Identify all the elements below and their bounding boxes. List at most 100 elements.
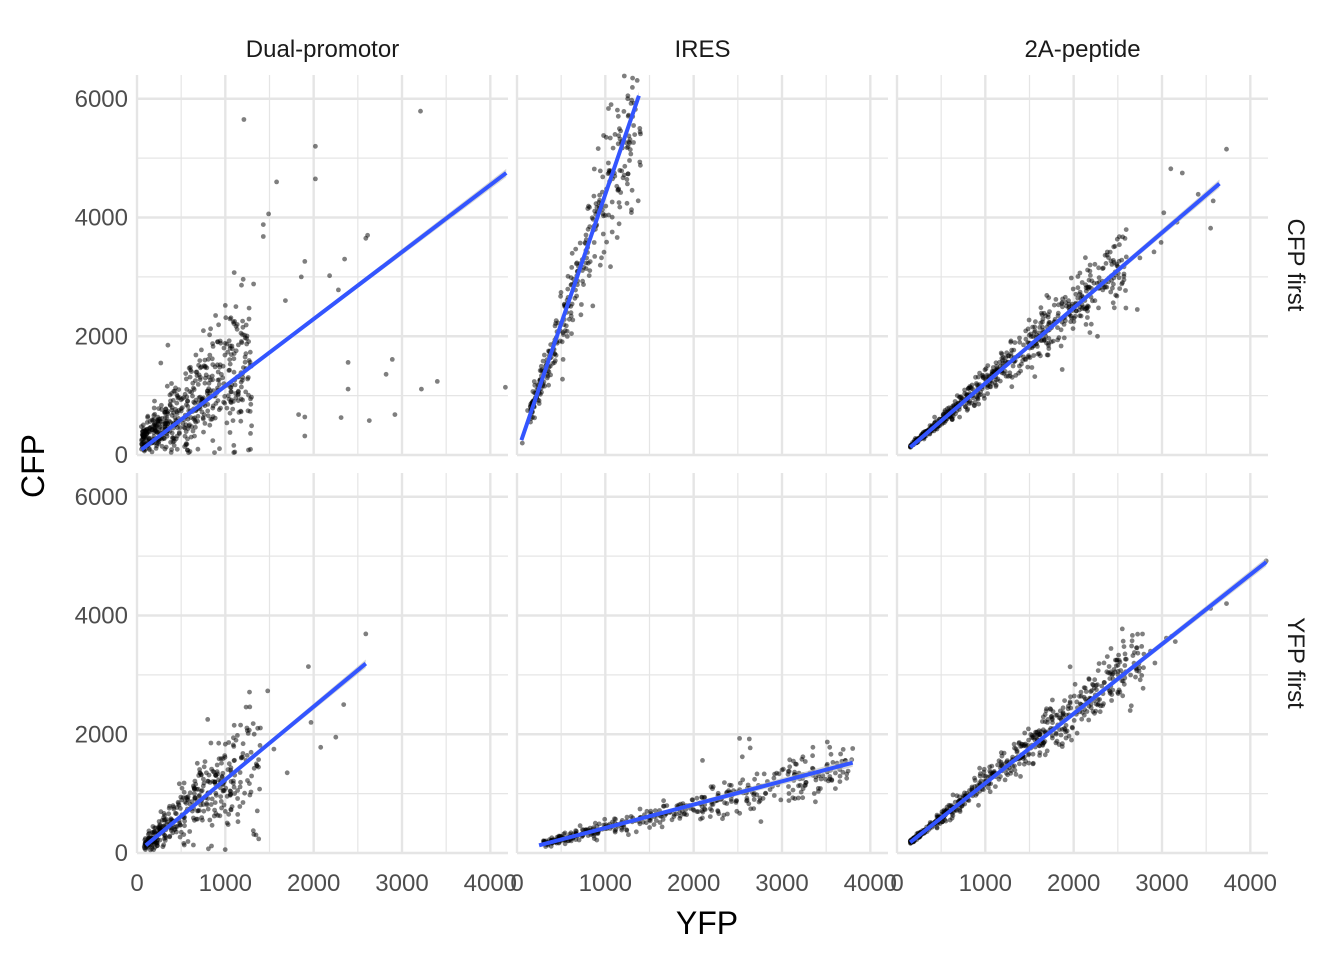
data-point	[1023, 336, 1029, 342]
data-point	[949, 417, 955, 422]
data-point	[1063, 300, 1068, 305]
data-point	[235, 733, 240, 738]
data-point	[302, 259, 308, 264]
data-point	[833, 770, 838, 776]
data-point	[690, 807, 696, 812]
data-point	[837, 773, 843, 779]
data-point	[1115, 662, 1121, 668]
data-point	[197, 793, 202, 798]
data-point	[1123, 227, 1129, 233]
data-point	[227, 361, 233, 367]
data-point	[243, 704, 249, 710]
data-point	[1070, 286, 1076, 292]
data-point	[810, 744, 816, 750]
data-point	[238, 779, 243, 785]
data-point	[244, 336, 250, 341]
data-point	[434, 379, 440, 384]
data-point	[182, 433, 188, 439]
data-point	[345, 386, 351, 392]
data-point	[637, 806, 643, 812]
data-point	[802, 759, 808, 764]
data-point	[242, 359, 248, 365]
data-point	[553, 318, 559, 323]
data-point	[206, 846, 211, 852]
data-point	[962, 790, 967, 796]
data-point	[550, 361, 556, 366]
data-point	[327, 273, 332, 279]
data-point	[183, 800, 189, 806]
data-point	[609, 199, 615, 205]
data-point	[217, 446, 222, 452]
data-point	[1072, 313, 1078, 319]
data-point	[562, 841, 568, 847]
data-point	[1116, 234, 1122, 240]
data-point	[699, 808, 705, 814]
data-point	[243, 351, 249, 357]
data-point	[198, 802, 204, 808]
data-point	[628, 151, 634, 157]
data-point	[223, 315, 229, 321]
data-point	[625, 181, 630, 187]
data-point	[1032, 328, 1038, 334]
data-point	[790, 787, 796, 793]
data-point	[677, 810, 683, 815]
data-point	[932, 414, 937, 420]
data-point	[231, 270, 237, 275]
data-point	[565, 273, 571, 279]
data-point	[199, 788, 205, 793]
data-point	[244, 753, 250, 758]
data-point	[212, 800, 218, 805]
label-layer: YFP CFP Dual-promotor IRES 2A-peptide CFP f…	[15, 36, 1309, 941]
data-point	[257, 743, 263, 748]
data-point	[205, 402, 211, 407]
data-point	[626, 832, 631, 838]
data-point	[617, 168, 623, 173]
data-point	[1038, 305, 1044, 311]
data-point	[1086, 677, 1092, 682]
data-point	[191, 842, 196, 848]
data-point	[1104, 252, 1110, 258]
data-point	[240, 800, 246, 805]
data-point	[756, 799, 762, 805]
data-point	[977, 392, 983, 397]
data-point	[184, 795, 190, 800]
data-point	[157, 822, 163, 827]
data-point	[1013, 746, 1019, 752]
data-point	[180, 421, 186, 426]
data-point	[201, 328, 206, 334]
data-point	[751, 797, 757, 802]
data-point	[231, 443, 237, 448]
data-point	[1044, 293, 1050, 298]
data-point	[1117, 286, 1123, 291]
x-tick-label: 0	[510, 870, 523, 897]
panel-points-3	[908, 146, 1229, 450]
data-point	[181, 832, 187, 837]
data-point	[1075, 285, 1081, 291]
data-point	[1073, 291, 1079, 297]
data-point	[1087, 262, 1093, 268]
data-point	[218, 405, 223, 411]
data-point	[733, 798, 739, 804]
data-point	[154, 841, 160, 846]
data-point	[1053, 712, 1059, 718]
data-point	[283, 298, 288, 303]
data-point	[638, 131, 643, 137]
data-point	[1029, 365, 1035, 370]
data-point	[587, 259, 593, 264]
data-point	[284, 770, 290, 776]
data-point	[803, 782, 808, 788]
data-point	[171, 443, 177, 448]
data-point	[1110, 671, 1116, 677]
data-point	[168, 420, 173, 425]
data-point	[1042, 752, 1048, 758]
y-tick-label: 2000	[75, 721, 128, 748]
data-point	[577, 823, 583, 829]
data-point	[187, 790, 193, 796]
data-point	[597, 168, 603, 174]
data-point	[216, 756, 222, 762]
data-point	[994, 377, 999, 383]
data-point	[222, 741, 228, 747]
data-point	[1078, 313, 1084, 319]
data-point	[1096, 265, 1101, 271]
x-tick-label: 0	[890, 870, 903, 897]
